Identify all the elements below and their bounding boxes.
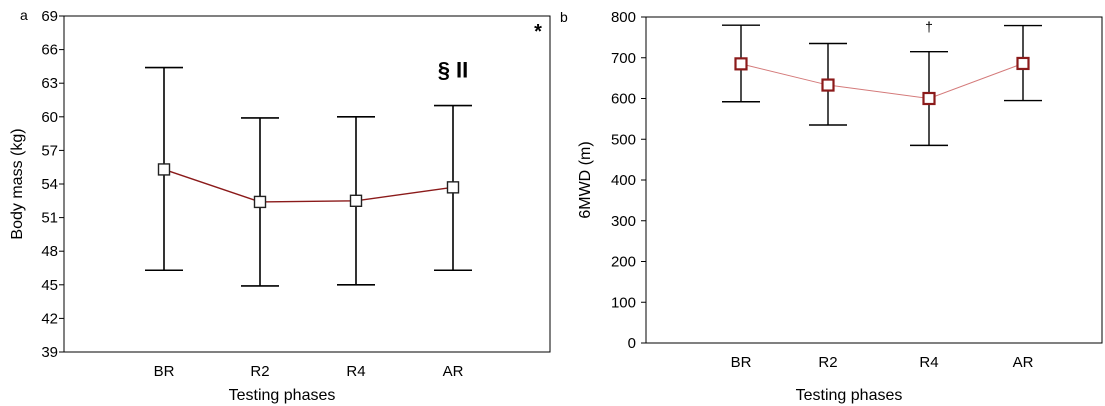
y-tick-label: 600	[611, 91, 636, 108]
y-tick-label: 300	[611, 213, 636, 230]
x-tick-label: BR	[154, 363, 175, 380]
significance-annotation: †	[925, 18, 933, 34]
data-point	[446, 181, 460, 194]
body-mass-chart-svg: a 39 42 45 48 51 54 57 60 63 66 69 BR R2 R4 AR Testing p…	[9, 7, 551, 404]
x-axis-title: Testing phases	[229, 387, 336, 404]
y-tick-label: 69	[41, 8, 58, 25]
y-tick-label: 60	[41, 109, 58, 126]
y-tick-label: 0	[628, 335, 636, 352]
significance-annotation: § II	[438, 58, 469, 83]
x-tick-label: R4	[919, 354, 938, 371]
data-point	[349, 194, 363, 208]
data-point	[821, 78, 835, 92]
mean-line	[740, 62, 1024, 100]
y-tick-label: 700	[611, 50, 636, 67]
x-tick-label: AR	[1013, 354, 1034, 371]
data-point	[922, 91, 936, 106]
y-tick-label: 100	[611, 294, 636, 311]
plot-frame	[63, 15, 551, 353]
y-tick-label: 200	[611, 254, 636, 271]
mean-line	[163, 168, 454, 203]
data-point	[157, 163, 171, 176]
panel-label: a	[20, 7, 28, 23]
x-axis-title: Testing phases	[796, 387, 903, 404]
y-tick-label: 51	[41, 210, 58, 227]
x-tick-label: R2	[818, 354, 837, 371]
y-tick-label: 500	[611, 131, 636, 148]
plot-frame	[645, 16, 1103, 344]
y-tick-label: 66	[41, 42, 58, 59]
y-tick-label: 45	[41, 277, 58, 294]
y-tick-label: 54	[41, 176, 58, 193]
body-mass-chart: a 39 42 45 48 51 54 57 60 63 66 69 BR R2 R4 AR Testing p…	[0, 0, 552, 406]
y-tick-label: 57	[41, 142, 58, 159]
y-axis-title: Body mass (kg)	[9, 128, 26, 239]
x-tick-label: R4	[346, 363, 365, 380]
x-tick-label: AR	[443, 363, 464, 380]
sixmwd-chart-svg: b 0 100 200 300 400 500 600 700 800 BR R2 R4 AR Testin…	[560, 9, 1103, 404]
significance-annotation: *	[534, 21, 542, 43]
panel-label: b	[560, 9, 568, 25]
y-tick-label: 400	[611, 172, 636, 189]
y-tick-label: 63	[41, 75, 58, 92]
y-axis-title: 6MWD (m)	[577, 141, 594, 218]
y-tick-label: 39	[41, 344, 58, 361]
y-tick-label: 48	[41, 243, 58, 260]
data-point	[1016, 56, 1030, 71]
sixmwd-chart: b 0 100 200 300 400 500 600 700 800 BR R2 R4 AR Testin…	[552, 0, 1105, 406]
x-tick-label: R2	[250, 363, 269, 380]
data-point	[734, 57, 748, 71]
x-tick-label: BR	[731, 354, 752, 371]
y-tick-label: 42	[41, 310, 58, 327]
data-point	[253, 195, 267, 209]
y-tick-label: 800	[611, 9, 636, 26]
